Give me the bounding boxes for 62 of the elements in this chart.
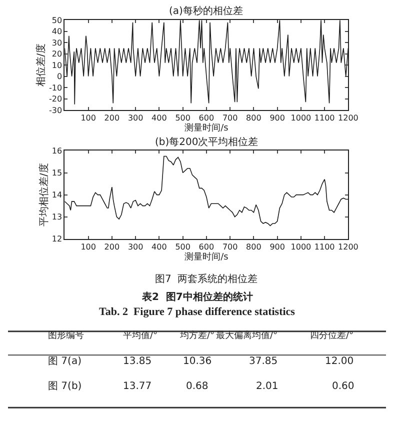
y-tick-label: -10 <box>49 83 62 92</box>
x-tick-label: 700 <box>222 242 238 252</box>
y-tick-label: 15 <box>52 168 62 178</box>
text: 13.85 <box>123 356 152 367</box>
x-tick-label: 500 <box>175 114 190 123</box>
x-tick-label: 300 <box>128 114 144 123</box>
x-tick-label: 900 <box>270 114 285 123</box>
text: 2.01 <box>256 381 278 392</box>
y-tick-label: -20 <box>49 94 62 104</box>
chart-title: (a)每秒的相位差 <box>169 5 243 17</box>
text: 0.60 <box>332 381 354 392</box>
x-tick-label: 1100 <box>314 114 335 123</box>
text: 均方差/° <box>179 330 215 341</box>
x-tick-label: 1000 <box>290 242 312 252</box>
y-tick-label: 14 <box>52 190 62 200</box>
x-tick-label: 700 <box>222 114 238 123</box>
y-tick-label: 13 <box>52 212 62 222</box>
x-tick-label: 200 <box>104 114 120 123</box>
x-tick-label: 100 <box>80 242 96 252</box>
text: 图形编号 <box>48 330 84 341</box>
caption: 图7 两套系统的相位差 <box>155 273 258 285</box>
y-tick-label: 40 <box>52 27 62 36</box>
y-tick-label: 20 <box>52 50 62 59</box>
text: 表2 图7中相位差的统计 <box>141 291 253 303</box>
text: 13.77 <box>123 381 152 392</box>
x-tick-label: 1200 <box>338 114 358 123</box>
x-tick-label: 100 <box>80 114 96 123</box>
x-tick-label: 800 <box>246 114 262 123</box>
y-tick-label: 30 <box>52 38 62 48</box>
x-tick-label: 200 <box>104 242 120 252</box>
x-tick-label: 800 <box>246 242 262 252</box>
text: 0.68 <box>186 381 208 392</box>
x-tick-label: 400 <box>152 114 167 123</box>
x-axis-title: 测量时间/s <box>184 122 229 134</box>
text: 最大偏离均值/° <box>216 330 278 341</box>
caption: 图 7(b) <box>48 381 82 392</box>
x-tick-label: 1100 <box>314 242 335 252</box>
y-axis-title: 平均相位差/度 <box>38 163 50 226</box>
x-tick-label: 300 <box>128 242 144 252</box>
x-tick-label: 600 <box>198 242 214 252</box>
text: 10.36 <box>183 356 212 367</box>
y-tick-label: -30 <box>49 106 62 115</box>
y-axis-title: 相位差/度 <box>35 43 48 87</box>
y-tick-label: 0 <box>57 72 62 82</box>
x-tick-label: 1200 <box>338 242 358 252</box>
y-tick-label: 50 <box>52 16 62 25</box>
y-tick-label: 10 <box>52 60 62 70</box>
text: 12.00 <box>325 356 354 367</box>
x-tick-label: 1000 <box>290 114 312 123</box>
text: 平均值/° <box>123 330 158 341</box>
x-tick-label: 500 <box>175 242 190 252</box>
caption: 图 7(a) <box>48 356 82 367</box>
x-axis-title: 测量时间/s <box>184 251 229 262</box>
x-tick-label: 400 <box>152 242 167 252</box>
text: Tab. 2 Figure 7 phase difference statistics <box>99 306 296 318</box>
x-tick-label: 900 <box>270 242 285 252</box>
text: 37.85 <box>249 356 278 367</box>
chart-title: (b)每200次平均相位差 <box>155 136 258 148</box>
x-tick-label: 600 <box>198 114 214 123</box>
y-tick-label: 16 <box>52 146 62 156</box>
y-tick-label: 12 <box>52 234 62 244</box>
text: 四分位差/° <box>310 330 354 341</box>
